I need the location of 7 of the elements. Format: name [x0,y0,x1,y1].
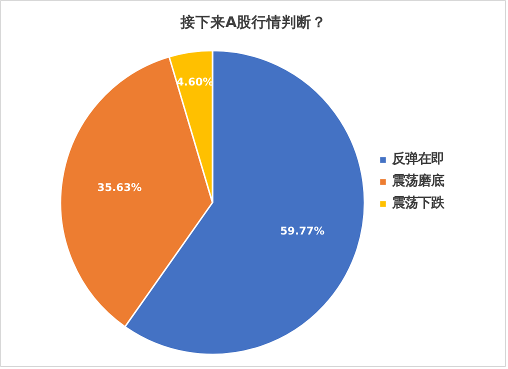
data-label: 35.63% [97,180,142,194]
legend-label: 震荡磨底 [392,172,444,190]
data-label: 59.77% [280,224,325,238]
chart-title: 接下来A股行情判断？ [179,14,327,31]
legend-label: 震荡下跌 [392,194,444,212]
data-label: 4.60% [176,76,214,89]
legend-label: 反弹在即 [392,150,444,168]
